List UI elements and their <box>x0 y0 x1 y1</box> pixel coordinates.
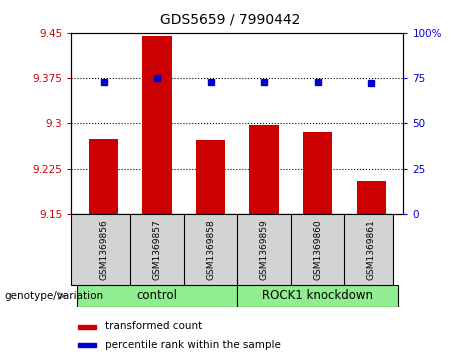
Text: genotype/variation: genotype/variation <box>5 291 104 301</box>
Bar <box>356 181 386 214</box>
Bar <box>77 285 237 307</box>
Bar <box>89 139 118 214</box>
Text: GSM1369859: GSM1369859 <box>260 219 269 280</box>
Text: GSM1369857: GSM1369857 <box>153 219 162 280</box>
Text: GSM1369856: GSM1369856 <box>99 219 108 280</box>
Bar <box>78 325 96 329</box>
Text: GSM1369861: GSM1369861 <box>367 219 376 280</box>
Text: ROCK1 knockdown: ROCK1 knockdown <box>262 289 373 302</box>
Text: percentile rank within the sample: percentile rank within the sample <box>105 339 281 350</box>
Bar <box>237 285 398 307</box>
Bar <box>303 132 332 214</box>
Text: GSM1369858: GSM1369858 <box>206 219 215 280</box>
Bar <box>78 343 96 347</box>
Text: control: control <box>136 289 177 302</box>
Text: transformed count: transformed count <box>105 321 202 331</box>
Text: GDS5659 / 7990442: GDS5659 / 7990442 <box>160 13 301 27</box>
Bar <box>142 36 172 214</box>
Text: GSM1369860: GSM1369860 <box>313 219 322 280</box>
Bar <box>249 125 279 214</box>
Bar <box>196 140 225 214</box>
